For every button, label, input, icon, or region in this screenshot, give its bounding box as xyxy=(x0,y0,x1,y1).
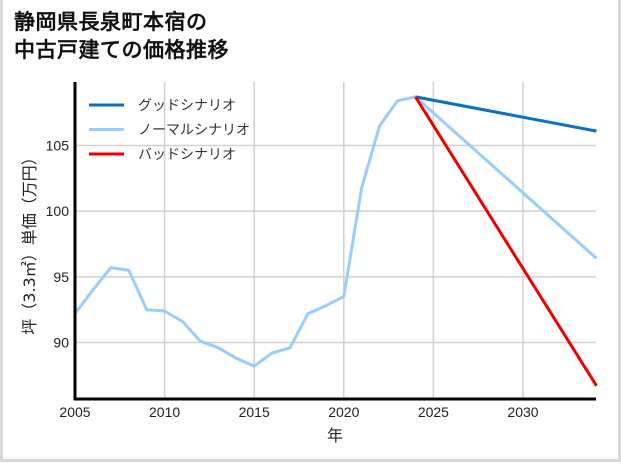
y-tick-label: 90 xyxy=(53,335,69,351)
series-line xyxy=(414,96,598,387)
chart-title-line2: 中古戸建ての価格推移 xyxy=(14,38,229,62)
grid-lines xyxy=(75,82,596,399)
x-tick-label: 2020 xyxy=(328,404,359,420)
chart-title-line1: 静岡県長泉町本宿の xyxy=(14,10,208,34)
x-axis-label: 年 xyxy=(327,426,343,445)
x-tick-label: 2030 xyxy=(507,404,538,420)
y-tick-label: 95 xyxy=(53,269,69,285)
legend-label: ノーマルシナリオ xyxy=(138,123,250,139)
axes xyxy=(73,82,596,401)
x-tick-label: 2015 xyxy=(239,404,270,420)
chart-title: 静岡県長泉町本宿の 中古戸建ての価格推移 xyxy=(14,8,229,64)
tick-labels: 2005 2010 2015 2020 2025 2030 90 95 100 105 xyxy=(46,138,539,421)
legend-label: バッドシナリオ xyxy=(138,147,236,163)
series-line xyxy=(73,95,598,368)
x-tick-label: 2005 xyxy=(59,404,90,420)
y-tick-label: 105 xyxy=(46,138,70,154)
y-tick-label: 100 xyxy=(46,203,70,219)
x-tick-label: 2010 xyxy=(149,404,180,420)
x-tick-label: 2025 xyxy=(418,404,449,420)
y-axis-label: 坪（3.3㎡）単価（万円） xyxy=(20,149,39,334)
data-lines xyxy=(73,95,598,387)
series-line xyxy=(415,95,597,133)
legend-label: グッドシナリオ xyxy=(138,98,236,114)
